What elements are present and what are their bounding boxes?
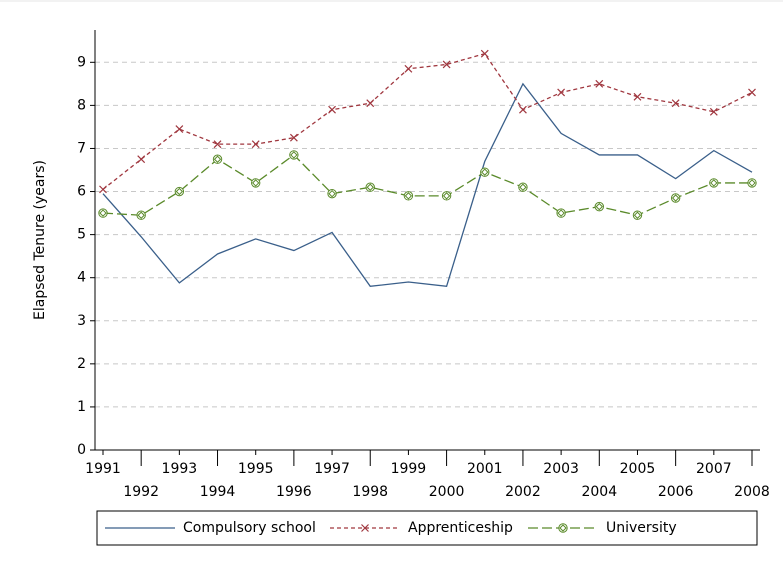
marker [361, 524, 369, 532]
marker [213, 140, 222, 149]
marker [328, 105, 336, 114]
y-tick-label: 9 [77, 54, 86, 70]
marker [289, 133, 298, 142]
x-tick-label: 2002 [505, 484, 541, 500]
y-axis-label: Elapsed Tenure (years) [32, 160, 48, 320]
legend-label: Compulsory school [183, 520, 316, 536]
x-tick-label: 2008 [734, 484, 770, 500]
legend-label: Apprenticeship [408, 520, 513, 536]
marker [289, 150, 299, 160]
marker [748, 88, 756, 97]
marker [404, 64, 413, 73]
x-tick-label: 1993 [162, 461, 198, 477]
y-tick-label: 7 [77, 140, 86, 156]
x-tick-label: 2003 [543, 461, 579, 477]
x-tick-label: 1997 [314, 461, 350, 477]
y-tick-label: 4 [77, 270, 86, 286]
marker [480, 49, 489, 58]
y-tick-label: 2 [77, 356, 86, 372]
x-tick-label: 1996 [276, 484, 312, 500]
series-line [102, 52, 753, 190]
marker [366, 99, 375, 108]
marker [251, 178, 261, 188]
marker [480, 167, 490, 177]
marker [441, 191, 452, 201]
marker [174, 186, 185, 197]
marker [709, 107, 718, 116]
x-tick-label: 2001 [467, 461, 503, 477]
marker [99, 185, 107, 194]
legend-box [96, 510, 758, 546]
y-tick-label: 3 [77, 313, 86, 329]
x-tick-label: 1995 [238, 461, 274, 477]
y-tick-label: 5 [77, 227, 86, 243]
marker [556, 208, 566, 218]
marker [251, 140, 260, 149]
marker [442, 60, 451, 69]
marker [709, 178, 719, 188]
marker [633, 92, 642, 101]
marker [365, 182, 375, 192]
marker [747, 178, 757, 188]
marker [519, 105, 527, 114]
marker [632, 210, 643, 220]
marker [671, 99, 680, 108]
y-tick-label: 8 [77, 97, 86, 113]
marker [137, 155, 146, 164]
y-tick-label: 0 [77, 442, 86, 458]
x-tick-label: 1994 [200, 484, 236, 500]
x-tick-label: 1998 [352, 484, 388, 500]
x-tick-label: 2007 [696, 461, 732, 477]
marker [670, 193, 681, 203]
marker [136, 210, 146, 220]
marker [98, 208, 108, 218]
x-tick-label: 2006 [658, 484, 694, 500]
y-tick-label: 1 [77, 399, 86, 415]
x-tick-label: 1999 [391, 461, 427, 477]
marker [558, 523, 568, 533]
series-line [102, 82, 753, 288]
x-tick-label: 1992 [123, 484, 159, 500]
x-tick-label: 1991 [85, 461, 121, 477]
marker [557, 88, 566, 97]
y-tick-label: 6 [77, 184, 86, 200]
x-tick-label: 2004 [581, 484, 617, 500]
legend-label: University [606, 520, 677, 536]
marker [518, 182, 528, 192]
x-tick-label: 2000 [429, 484, 465, 500]
marker [594, 201, 604, 212]
marker [175, 125, 184, 134]
marker [595, 79, 604, 88]
marker [212, 154, 223, 164]
marker [327, 188, 337, 199]
marker [403, 191, 414, 201]
x-tick-label: 2005 [620, 461, 656, 477]
